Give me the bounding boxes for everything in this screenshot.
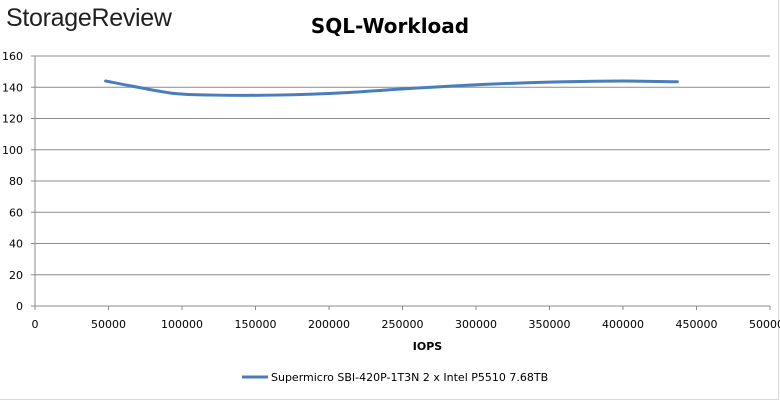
x-tick-label: 400000	[602, 318, 644, 331]
y-tick-label: 80	[9, 175, 23, 188]
x-tick-label: 250000	[382, 318, 424, 331]
y-tick-label: 120	[2, 113, 23, 126]
legend-label: Supermicro SBI-420P-1T3N 2 x Intel P5510…	[271, 371, 548, 384]
y-tick-label: 100	[2, 144, 23, 157]
x-tick-label: 150000	[235, 318, 277, 331]
x-tick-label: 500000	[749, 318, 780, 331]
y-tick-label: 140	[2, 81, 23, 94]
y-tick-label: 20	[9, 269, 23, 282]
x-tick-label: 0	[32, 318, 39, 331]
x-tick-label: 450000	[676, 318, 718, 331]
y-tick-label: 160	[2, 50, 23, 63]
y-tick-label: 40	[9, 238, 23, 251]
y-tick-label: 0	[16, 300, 23, 313]
storagereview-logo: StorageReview	[6, 4, 172, 32]
x-tick-label: 100000	[161, 318, 203, 331]
x-tick-label: 350000	[529, 318, 571, 331]
x-tick-label: 300000	[455, 318, 497, 331]
x-tick-label: 200000	[308, 318, 350, 331]
x-axis-title: IOPS	[413, 340, 443, 353]
x-tick-label: 50000	[91, 318, 126, 331]
series-line	[104, 79, 679, 97]
y-tick-label: 60	[9, 206, 23, 219]
chart-title: SQL-Workload	[310, 14, 470, 38]
